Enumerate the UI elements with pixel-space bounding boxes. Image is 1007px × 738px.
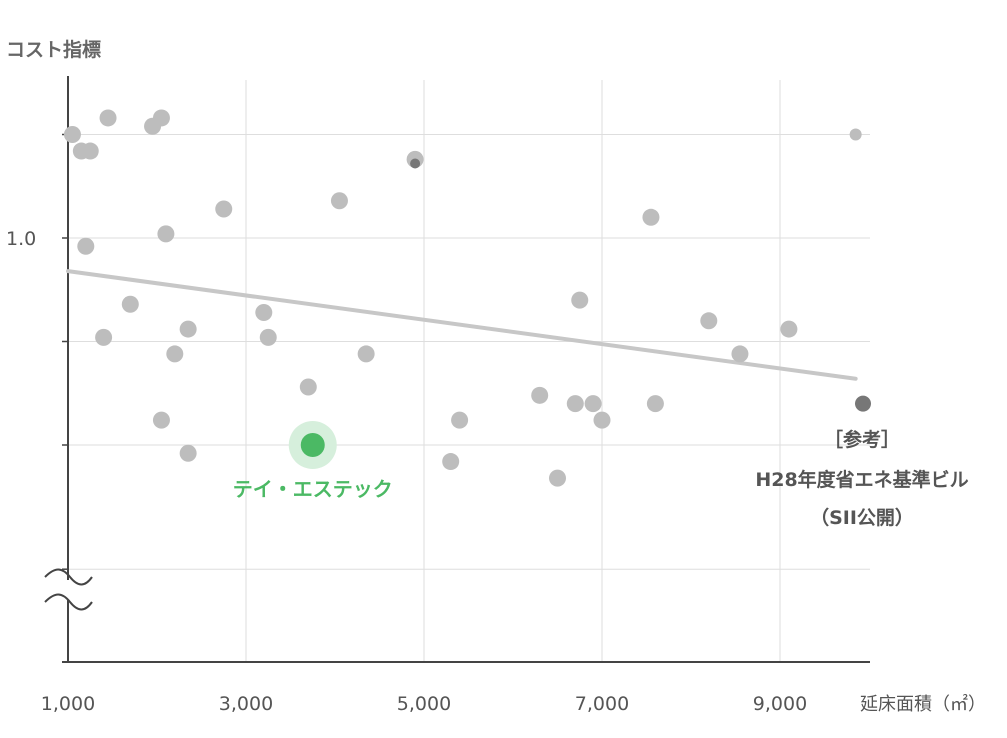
trend-line-group: [66, 269, 858, 381]
highlight-label: テイ・エステック: [233, 477, 393, 501]
data-point: [81, 142, 99, 160]
data-point: [442, 453, 460, 471]
data-point: [63, 126, 81, 143]
x-tick-label: 1,000: [41, 693, 95, 715]
axes: [44, 76, 870, 663]
data-point: [357, 345, 375, 363]
data-point-inner-mark: [410, 158, 421, 169]
data-point: [571, 291, 589, 309]
data-point: [700, 312, 718, 330]
data-point: [646, 395, 664, 413]
data-point: [152, 411, 170, 429]
data-point: [731, 345, 749, 363]
x-tick-label: 9,000: [753, 693, 807, 715]
reference-label-source: （SII公開）: [810, 506, 914, 529]
data-point: [152, 109, 170, 127]
reference-label-title: H28年度省エネ基準ビル: [755, 468, 968, 491]
data-point: [549, 469, 566, 487]
data-point: [179, 444, 197, 462]
data-point: [259, 328, 277, 346]
trend-line: [66, 269, 858, 381]
data-point: [330, 192, 348, 210]
data-points: [63, 109, 862, 487]
data-point: [780, 320, 798, 338]
data-point: [299, 378, 317, 396]
data-point: [157, 225, 175, 243]
data-point: [584, 395, 602, 413]
x-tick-label: 7,000: [575, 693, 629, 715]
data-point: [121, 295, 139, 313]
axis-break-icon: [44, 568, 93, 611]
data-point: [215, 200, 233, 218]
data-point: [531, 386, 549, 404]
reference-point: [855, 395, 871, 412]
data-point: [593, 411, 611, 429]
x-tick-label: 5,000: [397, 693, 451, 715]
data-point: [179, 320, 197, 338]
data-point: [255, 304, 273, 322]
data-point: [642, 208, 660, 226]
reference-group: ［参考］ H28年度省エネ基準ビル （SII公開）: [755, 395, 969, 529]
data-point: [77, 237, 95, 255]
data-point: [451, 411, 469, 429]
y-axis-title: コスト指標: [6, 38, 101, 61]
y-tick-labels: 1.0: [6, 228, 36, 250]
data-point: [99, 109, 117, 127]
x-tick-labels: 1,000 3,000 5,000 7,000 9,000: [41, 693, 807, 715]
data-point: [566, 395, 584, 413]
data-point: [95, 328, 113, 346]
highlight-group: テイ・エステック: [233, 421, 393, 501]
highlight-point: [300, 433, 325, 457]
x-axis-title: 延床面積（㎡）: [860, 693, 986, 715]
axis-break-gap: [64, 580, 72, 600]
y-tick-label: 1.0: [6, 228, 36, 250]
grid-lines: [62, 80, 870, 662]
data-point: [166, 345, 184, 363]
x-tick-label: 3,000: [219, 693, 273, 715]
reference-label-bracket: ［参考］: [824, 428, 900, 451]
data-point: [849, 128, 862, 141]
